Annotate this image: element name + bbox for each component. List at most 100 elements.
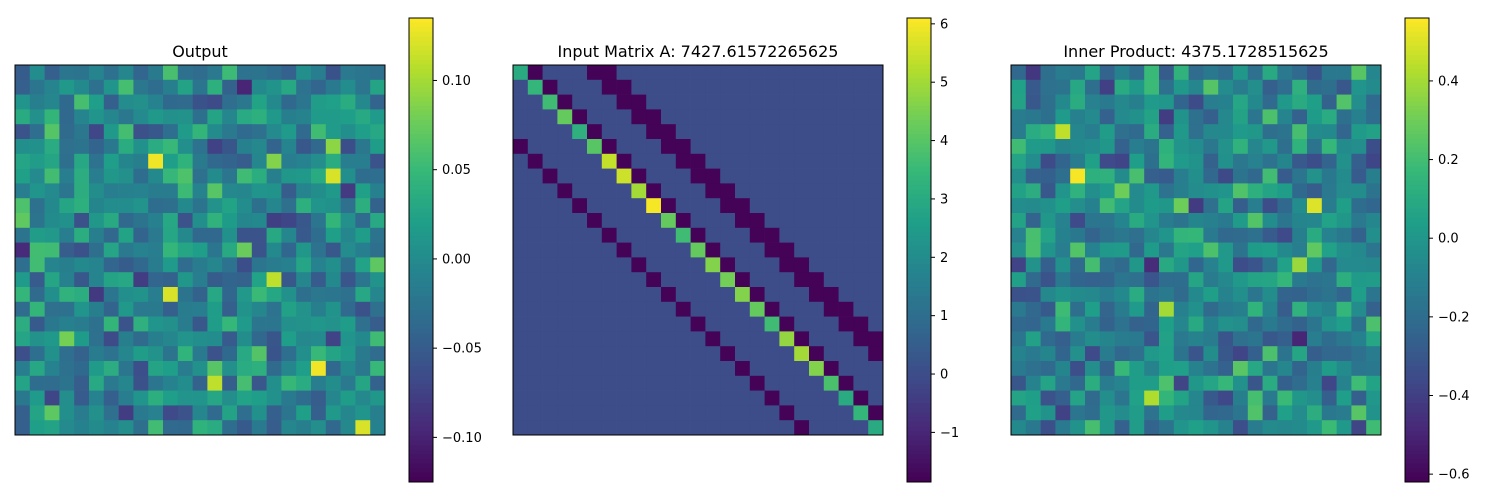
heatmap-cell — [1115, 317, 1130, 332]
heatmap-cell — [839, 109, 854, 124]
colorbar-segment — [1405, 129, 1429, 134]
heatmap-cell — [1292, 213, 1307, 228]
heatmap-cell — [311, 302, 326, 317]
heatmap-cell — [794, 376, 809, 391]
heatmap-cell — [1263, 124, 1278, 139]
heatmap-cell — [296, 169, 311, 184]
heatmap-cell — [74, 302, 89, 317]
heatmap-cell — [735, 139, 750, 154]
colorbar-segment — [907, 176, 931, 181]
heatmap-cell — [74, 287, 89, 302]
heatmap-cell — [528, 198, 543, 213]
heatmap-cell — [809, 95, 824, 110]
heatmap-cell — [1218, 213, 1233, 228]
heatmap-cell — [1233, 169, 1248, 184]
colorbar-segment — [409, 408, 433, 413]
colorbar-segment — [409, 41, 433, 46]
heatmap-cell — [735, 95, 750, 110]
heatmap-cell — [1263, 228, 1278, 243]
heatmap-cell — [1100, 95, 1115, 110]
heatmap-cell — [602, 213, 617, 228]
heatmap-cell — [148, 95, 163, 110]
heatmap-cell — [587, 139, 602, 154]
heatmap-cell — [587, 243, 602, 258]
heatmap-cell — [1026, 346, 1041, 361]
heatmap-cell — [1144, 302, 1159, 317]
colorbar-segment — [1405, 259, 1429, 264]
heatmap-cell — [207, 317, 222, 332]
heatmap-cell — [1011, 376, 1026, 391]
heatmap-cell — [1159, 228, 1174, 243]
heatmap-cell — [1337, 272, 1352, 287]
heatmap-cell — [720, 80, 735, 95]
heatmap-cell — [839, 65, 854, 80]
heatmap-cell — [809, 317, 824, 332]
heatmap-cell — [1041, 213, 1056, 228]
heatmap-cell — [281, 124, 296, 139]
heatmap-cell — [513, 124, 528, 139]
colorbar-segment — [409, 334, 433, 339]
heatmap-cell — [1189, 198, 1204, 213]
heatmap-cell — [59, 331, 74, 346]
heatmap-cell — [528, 154, 543, 169]
heatmap-cell — [661, 124, 676, 139]
heatmap-cell — [1307, 154, 1322, 169]
heatmap-cell — [104, 139, 119, 154]
heatmap-cell — [311, 95, 326, 110]
heatmap-cell — [602, 376, 617, 391]
heatmap-cell — [1085, 228, 1100, 243]
heatmap-cell — [1248, 361, 1263, 376]
heatmap-cell — [1070, 80, 1085, 95]
heatmap-cell — [341, 346, 356, 361]
heatmap-cell — [1233, 405, 1248, 420]
heatmap-cell — [661, 405, 676, 420]
heatmap-cell — [133, 154, 148, 169]
heatmap-cell — [1115, 228, 1130, 243]
colorbar-segment — [1405, 120, 1429, 125]
heatmap-cell — [326, 198, 341, 213]
heatmap-cell — [617, 317, 632, 332]
heatmap-cell — [370, 124, 385, 139]
heatmap-cell — [178, 317, 193, 332]
heatmap-cell — [1115, 183, 1130, 198]
heatmap-cell — [839, 272, 854, 287]
heatmap-cell — [193, 272, 208, 287]
colorbar-segment — [907, 134, 931, 139]
heatmap-cell — [30, 391, 45, 406]
heatmap-cell — [1085, 420, 1100, 435]
heatmap-cell — [1351, 213, 1366, 228]
colorbar-segment — [907, 231, 931, 236]
heatmap-cell — [779, 405, 794, 420]
heatmap-cell — [587, 124, 602, 139]
heatmap-cell — [1174, 65, 1189, 80]
heatmap-cell — [1366, 183, 1381, 198]
heatmap-cell — [1351, 154, 1366, 169]
heatmap-cell — [1070, 183, 1085, 198]
heatmap-cell — [528, 243, 543, 258]
heatmap-cell — [148, 272, 163, 287]
heatmap-cell — [1307, 109, 1322, 124]
heatmap-cell — [1233, 80, 1248, 95]
heatmap-cell — [148, 139, 163, 154]
heatmap-cell — [1144, 405, 1159, 420]
heatmap-cell — [557, 183, 572, 198]
heatmap-cell — [1055, 198, 1070, 213]
heatmap-cell — [355, 272, 370, 287]
colorbar-segment — [409, 74, 433, 79]
heatmap-cell — [513, 228, 528, 243]
heatmap-cell — [104, 376, 119, 391]
heatmap-cell — [528, 169, 543, 184]
colorbar-tick-label: 0.00 — [442, 252, 471, 267]
heatmap-cell — [705, 154, 720, 169]
heatmap-cell — [1070, 109, 1085, 124]
heatmap-cell — [59, 243, 74, 258]
heatmap-cell — [1070, 331, 1085, 346]
heatmap-cell — [133, 361, 148, 376]
colorbar-segment — [907, 180, 931, 185]
heatmap-cell — [163, 405, 178, 420]
colorbar-segment — [1405, 417, 1429, 422]
heatmap-cell — [163, 376, 178, 391]
heatmap-cell — [163, 257, 178, 272]
heatmap-cell — [1026, 420, 1041, 435]
heatmap-cell — [617, 139, 632, 154]
